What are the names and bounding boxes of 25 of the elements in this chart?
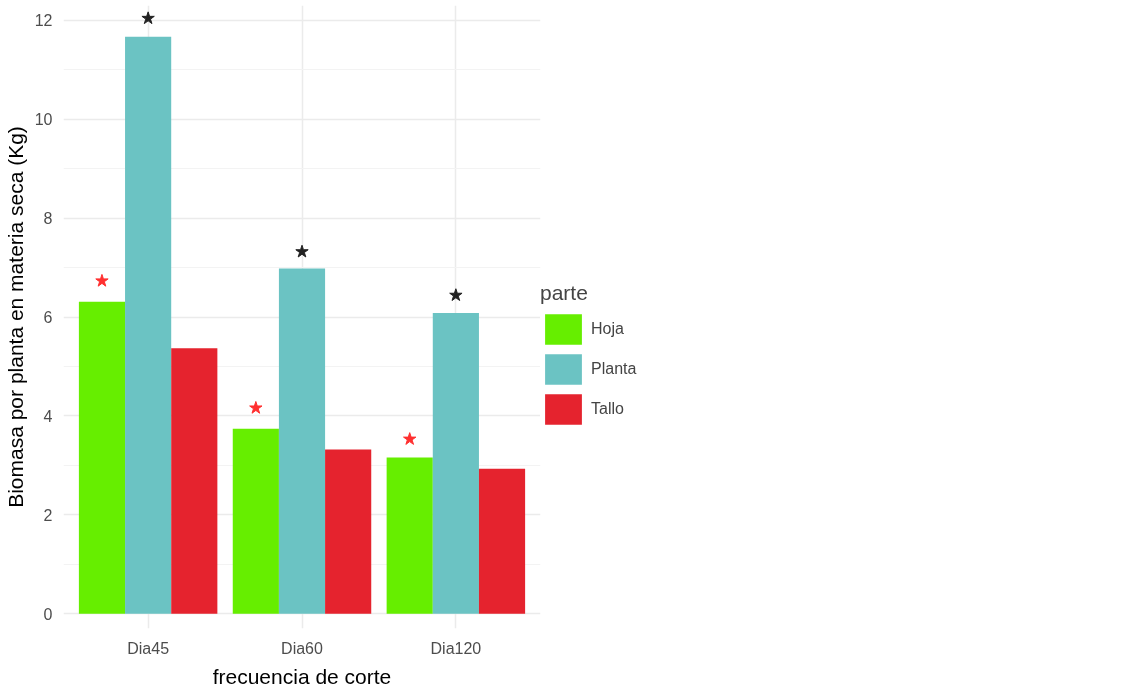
bar bbox=[78, 301, 126, 614]
y-tick-label: 6 bbox=[43, 309, 53, 326]
y-tick-label: 2 bbox=[43, 506, 53, 524]
bar bbox=[232, 428, 279, 614]
y-tick-label: 4 bbox=[43, 407, 53, 425]
bar bbox=[278, 268, 326, 614]
bar bbox=[125, 36, 172, 614]
legend-label: Hoja bbox=[591, 320, 624, 338]
legend-label: Planta bbox=[591, 360, 637, 378]
y-tick-label: 0 bbox=[43, 605, 53, 623]
legend-title: parte bbox=[540, 281, 589, 305]
y-tick-label: 12 bbox=[34, 12, 53, 30]
x-tick-label: Dia45 bbox=[127, 639, 170, 657]
bar bbox=[432, 313, 479, 614]
bar bbox=[171, 348, 218, 614]
y-axis-title: Biomasa por planta en materia seca (Kg) bbox=[3, 126, 27, 508]
bar bbox=[386, 457, 433, 614]
x-tick-label: Dia120 bbox=[430, 639, 482, 657]
y-tick-label: 10 bbox=[34, 111, 53, 129]
bar bbox=[325, 449, 372, 614]
x-tick-label: Dia60 bbox=[281, 639, 323, 657]
y-tick-label: 8 bbox=[43, 210, 53, 228]
legend-label: Tallo bbox=[591, 400, 624, 418]
x-axis-title: frecuencia de corte bbox=[212, 664, 392, 688]
bar bbox=[478, 468, 526, 614]
